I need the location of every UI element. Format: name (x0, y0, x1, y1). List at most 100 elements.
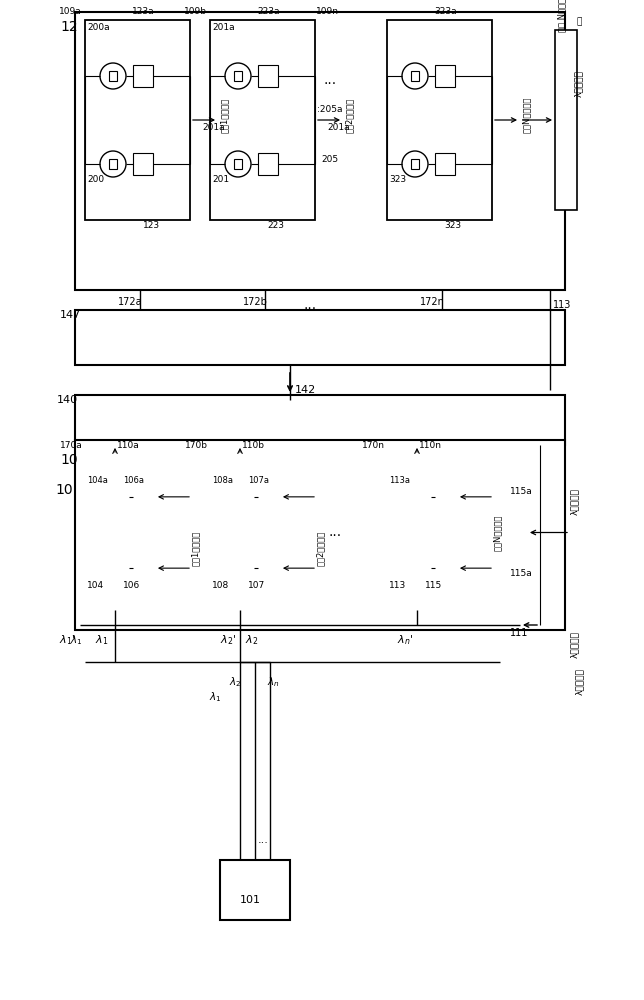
Bar (258, 65, 278, 87)
Text: λ切换命令: λ切换命令 (571, 632, 580, 658)
Bar (133, 65, 153, 87)
Text: 109n: 109n (316, 7, 339, 16)
Text: 115a: 115a (510, 569, 533, 578)
Text: 142: 142 (295, 385, 316, 395)
Circle shape (226, 483, 254, 511)
Circle shape (402, 63, 428, 89)
Bar (220, 860, 290, 920)
Circle shape (101, 554, 129, 582)
Text: ...: ... (323, 73, 337, 87)
Text: 140: 140 (57, 395, 78, 405)
Polygon shape (108, 560, 123, 576)
Bar (133, 153, 153, 175)
Bar (210, 20, 315, 220)
Bar (555, 30, 577, 210)
Text: 108a: 108a (212, 476, 233, 485)
Text: λ切换命令: λ切换命令 (574, 71, 583, 97)
Bar (435, 485, 457, 509)
Text: 201a: 201a (202, 123, 225, 132)
Bar (234, 159, 242, 169)
Circle shape (225, 63, 251, 89)
Text: ...: ... (303, 298, 317, 312)
Text: 10: 10 (60, 453, 78, 467)
Bar (85, 455, 190, 610)
Bar (85, 20, 190, 220)
Text: 201a: 201a (327, 123, 350, 132)
Circle shape (100, 63, 126, 89)
Text: λ切换命令: λ切换命令 (571, 488, 580, 515)
Bar (412, 159, 419, 169)
Text: λ切换命令: λ切换命令 (575, 669, 584, 695)
Text: ...: ... (258, 835, 269, 845)
Text: 323a: 323a (434, 7, 457, 16)
Text: 104a: 104a (87, 476, 108, 485)
Circle shape (226, 554, 254, 582)
Text: 数据N（输出）: 数据N（输出） (522, 97, 531, 133)
Text: $\lambda_1$': $\lambda_1$' (59, 633, 75, 647)
Text: 110a: 110a (117, 440, 139, 450)
Bar (387, 455, 492, 610)
Text: 令: 令 (576, 17, 582, 26)
Text: 172b: 172b (243, 297, 268, 307)
Text: 147: 147 (60, 310, 81, 320)
Circle shape (403, 554, 431, 582)
Text: 107a: 107a (248, 476, 269, 485)
Text: 数据N（输入）: 数据N（输入） (493, 514, 502, 551)
Text: $\lambda_n$: $\lambda_n$ (267, 675, 279, 689)
Circle shape (402, 151, 428, 177)
Text: 223a: 223a (257, 7, 279, 16)
Text: 101: 101 (240, 895, 261, 905)
Polygon shape (410, 560, 424, 576)
Text: 170b: 170b (185, 440, 208, 450)
Text: $\lambda_2$': $\lambda_2$' (220, 633, 236, 647)
Bar (109, 71, 117, 81)
Bar (435, 556, 457, 580)
Bar (234, 71, 242, 81)
Text: 113: 113 (553, 300, 571, 310)
Bar (210, 455, 315, 610)
Text: 113a: 113a (389, 476, 410, 485)
Text: 200: 200 (87, 174, 104, 184)
Text: 106: 106 (123, 581, 140, 590)
Text: 115a: 115a (510, 487, 533, 496)
Text: 数据1（输出）: 数据1（输出） (220, 97, 229, 133)
Text: 170n: 170n (362, 440, 385, 450)
Polygon shape (232, 489, 248, 505)
Text: 323: 323 (389, 174, 406, 184)
Bar (75, 12, 565, 290)
Text: :205a: :205a (317, 105, 343, 114)
Text: 115: 115 (425, 581, 442, 590)
Text: 107: 107 (248, 581, 265, 590)
Text: 201: 201 (212, 174, 229, 184)
Text: 113: 113 (389, 581, 406, 590)
Text: 104: 104 (87, 581, 104, 590)
Circle shape (101, 483, 129, 511)
Text: 111: 111 (510, 628, 528, 638)
Text: 10: 10 (55, 483, 73, 497)
Text: $\lambda_1$: $\lambda_1$ (209, 690, 222, 704)
Bar (258, 485, 280, 509)
Text: 323: 323 (445, 221, 462, 230)
Text: 数据2（输入）: 数据2（输入） (316, 530, 325, 566)
Bar (133, 485, 155, 509)
Text: 110b: 110b (242, 440, 265, 450)
Text: $\lambda_n$': $\lambda_n$' (397, 633, 413, 647)
Bar (258, 153, 278, 175)
Text: 172n: 172n (420, 297, 445, 307)
Bar (387, 20, 492, 220)
Text: $\lambda_1$: $\lambda_1$ (70, 633, 82, 647)
Bar (133, 556, 155, 580)
Polygon shape (108, 489, 123, 505)
Text: 110n: 110n (419, 440, 442, 450)
Bar (412, 71, 419, 81)
Circle shape (225, 151, 251, 177)
Bar (75, 440, 565, 630)
Bar (75, 395, 565, 445)
Bar (75, 310, 565, 365)
Text: 123a: 123a (132, 7, 155, 16)
Polygon shape (232, 560, 248, 576)
Text: 12: 12 (60, 20, 78, 34)
Text: 172a: 172a (118, 297, 142, 307)
Bar (435, 65, 455, 87)
Bar (258, 556, 280, 580)
